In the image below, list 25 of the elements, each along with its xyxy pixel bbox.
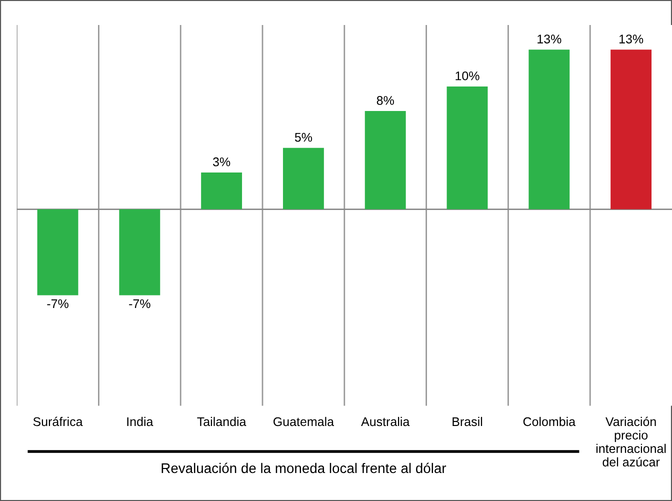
x-tick-label: Australia — [361, 416, 410, 426]
x-tick-label: Guatemala — [274, 416, 334, 426]
x-tick-label: Tailandia — [197, 416, 246, 426]
bar — [528, 50, 570, 210]
data-label: -7% — [47, 299, 68, 308]
x-tick-label: Brasil — [452, 416, 482, 426]
bar — [364, 111, 406, 210]
bar — [119, 209, 160, 296]
data-label: 13% — [619, 34, 644, 44]
data-label: 8% — [376, 96, 394, 105]
data-label: -7% — [129, 299, 150, 308]
data-label: 13% — [538, 34, 562, 44]
x-tick-label: Variación precio internacional del azúcar — [596, 416, 666, 466]
bar — [282, 148, 324, 210]
bar — [37, 209, 78, 296]
data-label: 3% — [212, 157, 230, 166]
x-tick-label: Suráfrica — [33, 416, 83, 426]
data-label: 10% — [456, 71, 480, 80]
x-tick-label: Colombia — [523, 416, 576, 426]
x-tick-label: India — [127, 416, 154, 426]
bar — [446, 86, 488, 210]
data-label: 5% — [294, 132, 312, 142]
bar — [610, 50, 652, 210]
bar — [201, 172, 242, 210]
text: Revaluación de la moneda local frente al dólar — [162, 462, 446, 474]
